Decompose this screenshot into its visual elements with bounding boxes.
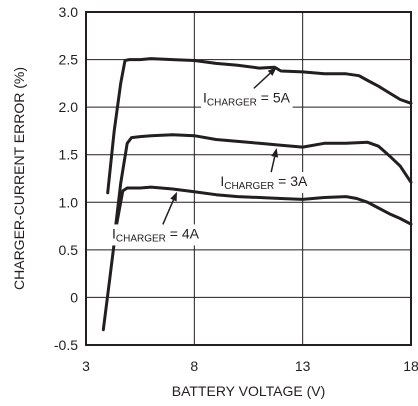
leader-line [270, 156, 276, 173]
series-label-0: ICHARGER = 5A [203, 89, 291, 108]
leader-line [162, 199, 175, 225]
x-tick-label: 3 [82, 358, 90, 374]
x-tick-label: 13 [295, 358, 311, 374]
series-line-1 [112, 133, 413, 240]
series-line-0 [106, 57, 413, 195]
y-axis-title: CHARGER-CURRENT ERROR (%) [11, 67, 27, 290]
arrowhead [170, 191, 177, 202]
y-tick-label: 2.5 [59, 52, 79, 68]
label-background [218, 172, 310, 194]
label-background [110, 224, 202, 246]
y-tick-label: 0.5 [59, 242, 79, 258]
arrowhead [267, 67, 277, 76]
y-tick-labels: 3.0 2.5 2.0 1.5 1.0 0.5 0 -0.5 [54, 4, 78, 353]
series-line-2 [101, 185, 413, 332]
x-tick-label: 8 [190, 358, 198, 374]
series-label-2: ICHARGER = 4A [112, 225, 200, 244]
y-tick-label: 1.5 [59, 147, 79, 163]
leader-line [253, 72, 271, 89]
x-tick-label: 18 [403, 358, 418, 374]
plot-frame [85, 11, 412, 346]
y-tick-label: -0.5 [54, 337, 78, 353]
y-tick-label: 3.0 [59, 4, 79, 20]
label-background [201, 88, 293, 110]
y-tick-label: 2.0 [59, 99, 79, 115]
curves [101, 57, 413, 332]
y-tick-label: 1.0 [59, 194, 79, 210]
arrowhead [271, 148, 279, 158]
x-tick-labels: 3 8 13 18 [82, 358, 418, 374]
annotations: ICHARGER = 5A ICHARGER = 3A ICHARGER = 4A [110, 67, 310, 246]
x-axis-title: BATTERY VOLTAGE (V) [172, 383, 326, 399]
y-tick-label: 0 [70, 289, 78, 305]
series-label-1: ICHARGER = 3A [220, 173, 308, 192]
